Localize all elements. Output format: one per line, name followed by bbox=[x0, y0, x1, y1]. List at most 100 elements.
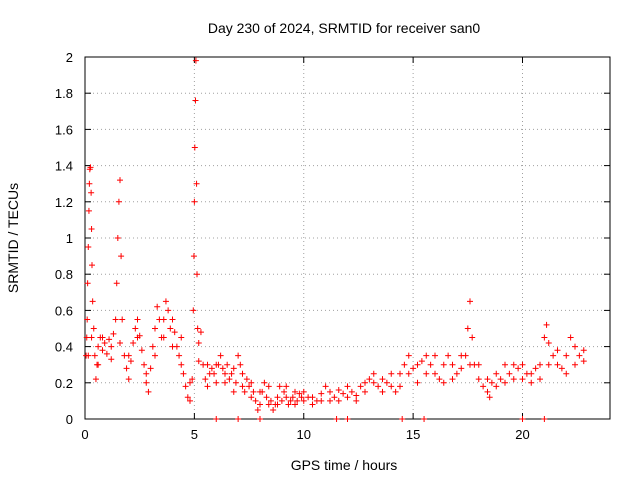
data-point bbox=[292, 388, 298, 395]
data-point bbox=[545, 361, 552, 368]
data-point bbox=[241, 388, 248, 395]
data-point bbox=[169, 316, 176, 323]
data-point bbox=[283, 383, 290, 390]
data-point bbox=[232, 379, 239, 386]
data-point bbox=[333, 416, 340, 422]
data-point bbox=[572, 343, 578, 350]
data-point bbox=[432, 352, 438, 359]
data-point bbox=[309, 401, 316, 408]
data-point bbox=[84, 280, 91, 287]
data-point bbox=[576, 352, 583, 359]
data-point bbox=[265, 401, 272, 408]
x-tick-label: 15 bbox=[406, 427, 420, 442]
data-point bbox=[285, 401, 292, 408]
data-point bbox=[344, 383, 351, 390]
data-point bbox=[239, 383, 246, 390]
data-point bbox=[252, 397, 259, 404]
data-point bbox=[204, 383, 211, 390]
data-point bbox=[541, 416, 548, 422]
data-point bbox=[208, 365, 215, 372]
data-point bbox=[248, 379, 255, 386]
data-point bbox=[167, 325, 174, 332]
data-point bbox=[388, 370, 395, 377]
data-point bbox=[191, 198, 198, 205]
data-point bbox=[257, 416, 263, 422]
x-axis-label: GPS time / hours bbox=[291, 457, 398, 473]
data-point bbox=[388, 383, 395, 390]
x-tick-label: 20 bbox=[515, 427, 529, 442]
data-point bbox=[506, 370, 513, 377]
data-point bbox=[453, 370, 460, 377]
data-point bbox=[189, 376, 196, 383]
data-point bbox=[88, 225, 95, 232]
data-point bbox=[127, 358, 134, 365]
data-point bbox=[89, 262, 95, 269]
data-point bbox=[230, 365, 237, 372]
data-point bbox=[180, 370, 187, 377]
data-point bbox=[160, 334, 167, 341]
data-point bbox=[250, 388, 257, 395]
data-point bbox=[554, 347, 561, 354]
data-point bbox=[410, 365, 417, 372]
data-point bbox=[125, 376, 132, 383]
data-point bbox=[344, 394, 351, 401]
data-point bbox=[95, 343, 102, 350]
data-point bbox=[558, 365, 565, 372]
data-point bbox=[84, 316, 91, 323]
data-point bbox=[115, 198, 122, 205]
data-point bbox=[458, 365, 465, 372]
data-point bbox=[475, 376, 482, 383]
data-point bbox=[103, 350, 110, 357]
data-point bbox=[357, 383, 364, 390]
data-point bbox=[515, 365, 522, 372]
data-point bbox=[263, 394, 270, 401]
data-point bbox=[464, 325, 471, 332]
data-point bbox=[224, 361, 231, 368]
data-point bbox=[132, 325, 139, 332]
data-point bbox=[502, 361, 508, 368]
data-point bbox=[176, 352, 183, 359]
data-point bbox=[91, 352, 98, 359]
data-point bbox=[125, 352, 132, 359]
data-point bbox=[510, 376, 517, 383]
data-point bbox=[370, 370, 377, 377]
data-point bbox=[267, 397, 274, 404]
data-point bbox=[423, 352, 430, 359]
data-point bbox=[235, 352, 242, 359]
data-point bbox=[92, 376, 99, 383]
data-point bbox=[171, 329, 178, 336]
data-point bbox=[112, 316, 119, 323]
data-point bbox=[265, 383, 272, 390]
x-tick-label: 0 bbox=[81, 427, 88, 442]
data-point bbox=[545, 339, 552, 346]
data-point bbox=[475, 361, 482, 368]
data-point bbox=[340, 390, 347, 397]
data-point bbox=[445, 352, 452, 359]
data-point bbox=[484, 388, 491, 395]
y-tick-label: 1 bbox=[66, 231, 73, 246]
data-point bbox=[187, 379, 193, 386]
data-point bbox=[493, 370, 500, 377]
data-point bbox=[204, 361, 211, 368]
data-point bbox=[397, 370, 403, 377]
data-point bbox=[190, 307, 197, 314]
data-point bbox=[375, 383, 382, 390]
data-point bbox=[532, 365, 539, 372]
data-point bbox=[550, 352, 557, 359]
x-tick-labels: 0 5 10 15 20 bbox=[81, 427, 529, 442]
data-point bbox=[414, 379, 421, 386]
data-point bbox=[119, 316, 126, 323]
data-point bbox=[519, 361, 526, 368]
data-point bbox=[335, 397, 342, 404]
data-point bbox=[246, 383, 253, 390]
data-point bbox=[379, 376, 386, 383]
y-tick-label: 1.6 bbox=[55, 122, 73, 137]
data-point bbox=[195, 358, 202, 365]
data-point bbox=[99, 347, 106, 354]
data-point bbox=[309, 394, 316, 401]
data-point bbox=[169, 343, 176, 350]
y-tick-label: 0.2 bbox=[55, 376, 73, 391]
data-point bbox=[449, 376, 456, 383]
y-tick-label: 2 bbox=[66, 50, 73, 65]
